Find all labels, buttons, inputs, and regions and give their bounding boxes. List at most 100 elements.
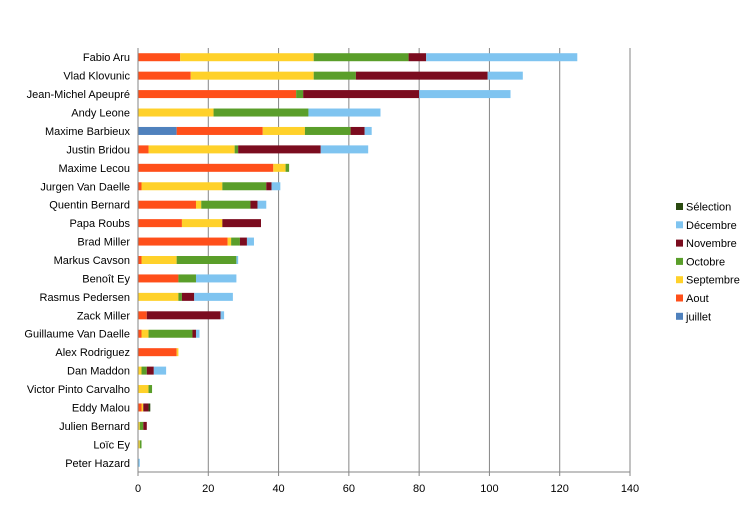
bar-maxime-barbieux-octobre [304, 126, 351, 135]
bar-jurgen-van-daelle-decembre [271, 182, 281, 191]
bar-brad-miller-septembre [227, 237, 232, 246]
category-label-julien-bernard: Julien Bernard [59, 421, 130, 433]
legend-swatch-septembre [676, 276, 683, 284]
x-tick-label-20: 20 [202, 483, 214, 495]
bar-guillaume-van-daelle-septembre [141, 329, 149, 338]
bar-justin-bridou-aout [138, 145, 149, 154]
bar-maxime-lecou-septembre [273, 163, 286, 172]
bar-loic-ey-septembre [138, 440, 140, 449]
category-label-maxime-lecou: Maxime Lecou [58, 163, 130, 175]
bar-maxime-lecou-octobre [285, 163, 290, 172]
x-tick-label-80: 80 [413, 483, 425, 495]
bar-maxime-barbieux-novembre [350, 126, 365, 135]
category-label-andy-leone: Andy Leone [71, 108, 130, 120]
bar-benoit-ey-decembre [195, 274, 237, 283]
bar-quentin-bernard-aout [138, 200, 196, 209]
bar-guillaume-van-daelle-decembre [195, 329, 200, 338]
category-label-dan-maddon: Dan Maddon [67, 366, 130, 378]
bar-maxime-lecou-aout [138, 163, 274, 172]
bar-eddy-malou-septembre [141, 403, 144, 412]
legend-label-selection: Sélection [686, 202, 731, 214]
bar-maxime-barbieux-decembre [364, 126, 372, 135]
bar-jean-michel-apeupre-aout [138, 90, 297, 99]
legend-swatch-aout [676, 294, 683, 302]
bar-vlad-klovunic-novembre [355, 71, 488, 80]
legend-label-juillet: juillet [685, 311, 711, 323]
x-tick-label-120: 120 [551, 483, 569, 495]
bar-fabio-aru-septembre [180, 53, 314, 62]
bar-peter-hazard-decembre [138, 458, 140, 467]
bar-fabio-aru-aout [138, 53, 181, 62]
legend-swatch-novembre [676, 239, 683, 247]
bar-jean-michel-apeupre-decembre [419, 90, 511, 99]
bar-papa-roubs-septembre [181, 219, 223, 228]
bar-justin-bridou-octobre [234, 145, 239, 154]
category-label-victor-pinto-carvalho: Victor Pinto Carvalho [27, 384, 130, 396]
bar-fabio-aru-decembre [426, 53, 578, 62]
category-label-quentin-bernard: Quentin Bernard [49, 200, 130, 212]
bar-jurgen-van-daelle-octobre [222, 182, 267, 191]
bar-julien-bernard-octobre [139, 421, 144, 430]
gridlines [207, 48, 631, 472]
x-tick-label-100: 100 [480, 483, 498, 495]
bar-brad-miller-novembre [239, 237, 247, 246]
bar-guillaume-van-daelle-octobre [148, 329, 193, 338]
bar-vlad-klovunic-aout [138, 71, 191, 80]
bar-zack-miller-aout [138, 311, 147, 320]
bar-papa-roubs-aout [138, 219, 182, 228]
bar-andy-leone-decembre [308, 108, 381, 117]
bar-vlad-klovunic-decembre [487, 71, 523, 80]
bar-dan-maddon-decembre [153, 366, 167, 375]
category-label-guillaume-van-daelle: Guillaume Van Daelle [24, 329, 130, 341]
legend-label-septembre: Septembre [686, 275, 740, 287]
category-label-zack-miller: Zack Miller [77, 310, 131, 322]
x-tick-label-60: 60 [343, 483, 355, 495]
legend-label-decembre: Décembre [686, 220, 737, 232]
x-tick-label-0: 0 [135, 483, 141, 495]
bar-dan-maddon-octobre [141, 366, 147, 375]
category-label-rasmus-pedersen: Rasmus Pedersen [40, 292, 131, 304]
bar-zack-miller-novembre [146, 311, 221, 320]
bar-rasmus-pedersen-octobre [178, 292, 182, 301]
bar-brad-miller-octobre [231, 237, 240, 246]
bar-justin-bridou-decembre [320, 145, 369, 154]
bar-rasmus-pedersen-decembre [194, 292, 233, 301]
category-label-justin-bridou: Justin Bridou [66, 144, 130, 156]
legend-label-novembre: Novembre [686, 238, 737, 250]
category-label-eddy-malou: Eddy Malou [72, 402, 130, 414]
bar-andy-leone-septembre [138, 108, 214, 117]
category-label-markus-cavson: Markus Cavson [54, 255, 130, 267]
category-label-fabio-aru: Fabio Aru [83, 52, 130, 64]
bar-markus-cavson-decembre [236, 256, 239, 264]
bar-brad-miller-aout [138, 237, 228, 246]
bar-julien-bernard-novembre [143, 421, 147, 430]
bar-zack-miller-decembre [220, 311, 225, 320]
bar-jurgen-van-daelle-septembre [141, 182, 223, 191]
bar-quentin-bernard-decembre [257, 200, 267, 209]
bar-benoit-ey-octobre [178, 274, 196, 283]
bar-rasmus-pedersen-novembre [181, 292, 195, 301]
bar-eddy-malou-selection [148, 403, 151, 412]
bar-jean-michel-apeupre-novembre [303, 90, 420, 99]
bar-quentin-bernard-octobre [201, 200, 251, 209]
x-tick-label-140: 140 [621, 483, 639, 495]
bar-papa-roubs-novembre [222, 219, 261, 228]
category-label-loic-ey: Loïc Ey [93, 439, 130, 451]
bar-maxime-barbieux-juillet [138, 126, 177, 135]
bar-guillaume-van-daelle-aout [138, 329, 142, 338]
bar-dan-maddon-novembre [146, 366, 154, 375]
category-label-jean-michel-apeupre: Jean-Michel Apeupré [27, 89, 130, 101]
bar-brad-miller-decembre [246, 237, 254, 246]
bar-eddy-malou-aout [138, 403, 142, 412]
bar-maxime-barbieux-aout [176, 126, 263, 135]
bar-guillaume-van-daelle-novembre [192, 329, 196, 338]
bar-jurgen-van-daelle-aout [138, 182, 142, 191]
legend-swatch-selection [676, 203, 683, 210]
legend-swatch-octobre [676, 257, 683, 265]
bar-justin-bridou-novembre [238, 145, 321, 154]
bar-alex-rodriguez-aout [138, 348, 177, 357]
bar-jean-michel-apeupre-octobre [296, 90, 304, 99]
